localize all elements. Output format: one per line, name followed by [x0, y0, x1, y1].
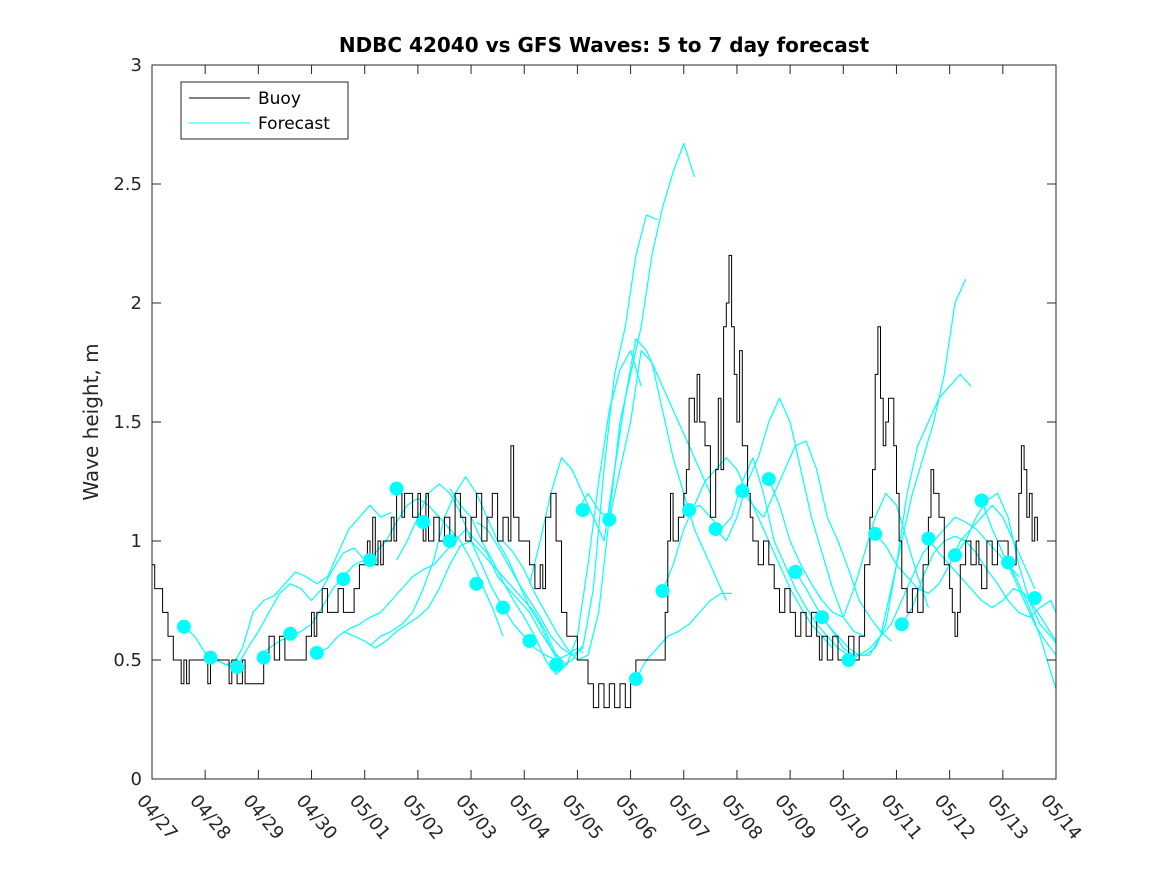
- forecast-line: [476, 214, 658, 656]
- forecast-marker: [336, 572, 351, 587]
- forecast-marker: [363, 553, 377, 567]
- forecast-marker: [788, 564, 803, 579]
- y-tick-label: 0: [131, 769, 142, 790]
- forecast-line: [635, 592, 732, 680]
- y-tick-label: 0.5: [113, 650, 142, 671]
- forecast-marker: [655, 584, 670, 598]
- forecast-marker: [522, 634, 537, 648]
- forecast-marker: [389, 481, 404, 496]
- forecast-marker: [469, 576, 484, 591]
- forecast-marker: [735, 484, 750, 498]
- y-tick-label: 1.5: [113, 412, 142, 433]
- legend-buoy-label: Buoy: [258, 89, 301, 109]
- legend-forecast-label: Forecast: [258, 114, 330, 134]
- forecast-marker: [256, 650, 271, 665]
- forecast-marker: [974, 493, 989, 508]
- forecast-line: [1007, 562, 1056, 689]
- forecast-marker: [575, 503, 590, 518]
- forecast-marker: [309, 645, 324, 660]
- forecast-line: [529, 338, 711, 584]
- forecast-marker: [549, 657, 564, 672]
- y-axis-label: Wave height, m: [79, 343, 103, 500]
- forecast-marker: [1001, 555, 1016, 570]
- forecast-marker: [841, 653, 856, 667]
- forecast-marker: [203, 650, 218, 665]
- forecast-line: [768, 478, 929, 618]
- forecast-marker: [815, 610, 829, 625]
- forecast-marker: [416, 515, 431, 529]
- y-tick-label: 2.5: [113, 174, 142, 195]
- forecast-marker: [761, 472, 776, 487]
- forecast-line: [576, 350, 727, 601]
- legend: Buoy Forecast: [180, 81, 349, 140]
- y-tick-label: 3: [131, 55, 142, 76]
- forecast-line: [741, 440, 892, 642]
- forecast-marker: [602, 512, 617, 527]
- forecast-line: [316, 528, 562, 661]
- forecast-marker: [894, 617, 909, 632]
- forecast-marker: [1027, 591, 1042, 606]
- forecast-markers: [176, 472, 1042, 686]
- forecast-marker: [868, 526, 883, 541]
- forecast-marker: [283, 626, 298, 641]
- y-tick-label: 1: [131, 531, 142, 552]
- buoy-line: [152, 254, 1038, 709]
- forecast-line: [502, 142, 695, 661]
- forecast-marker: [628, 672, 643, 686]
- axes: [151, 64, 1057, 780]
- y-tick-labels: 0 0.5 1 1.5 2 2.5 3: [113, 55, 142, 790]
- forecast-marker: [708, 522, 723, 537]
- forecast-marker: [176, 619, 191, 634]
- legend-box: [180, 81, 349, 140]
- forecast-line: [715, 397, 865, 637]
- forecast-line: [954, 492, 1056, 644]
- forecast-marker: [682, 503, 697, 518]
- forecast-marker: [948, 548, 962, 563]
- forecast-marker: [496, 600, 510, 615]
- forecast-series: [183, 142, 1056, 689]
- chart-title: NDBC 42040 vs GFS Waves: 5 to 7 day fore…: [339, 33, 870, 57]
- buoy-series: [152, 254, 1038, 709]
- forecast-marker: [921, 531, 936, 546]
- forecast-marker: [442, 534, 457, 548]
- forecast-marker: [230, 660, 245, 675]
- forecast-line: [981, 500, 1056, 656]
- y-tick-label: 2: [131, 293, 142, 314]
- forecast-line: [231, 504, 392, 668]
